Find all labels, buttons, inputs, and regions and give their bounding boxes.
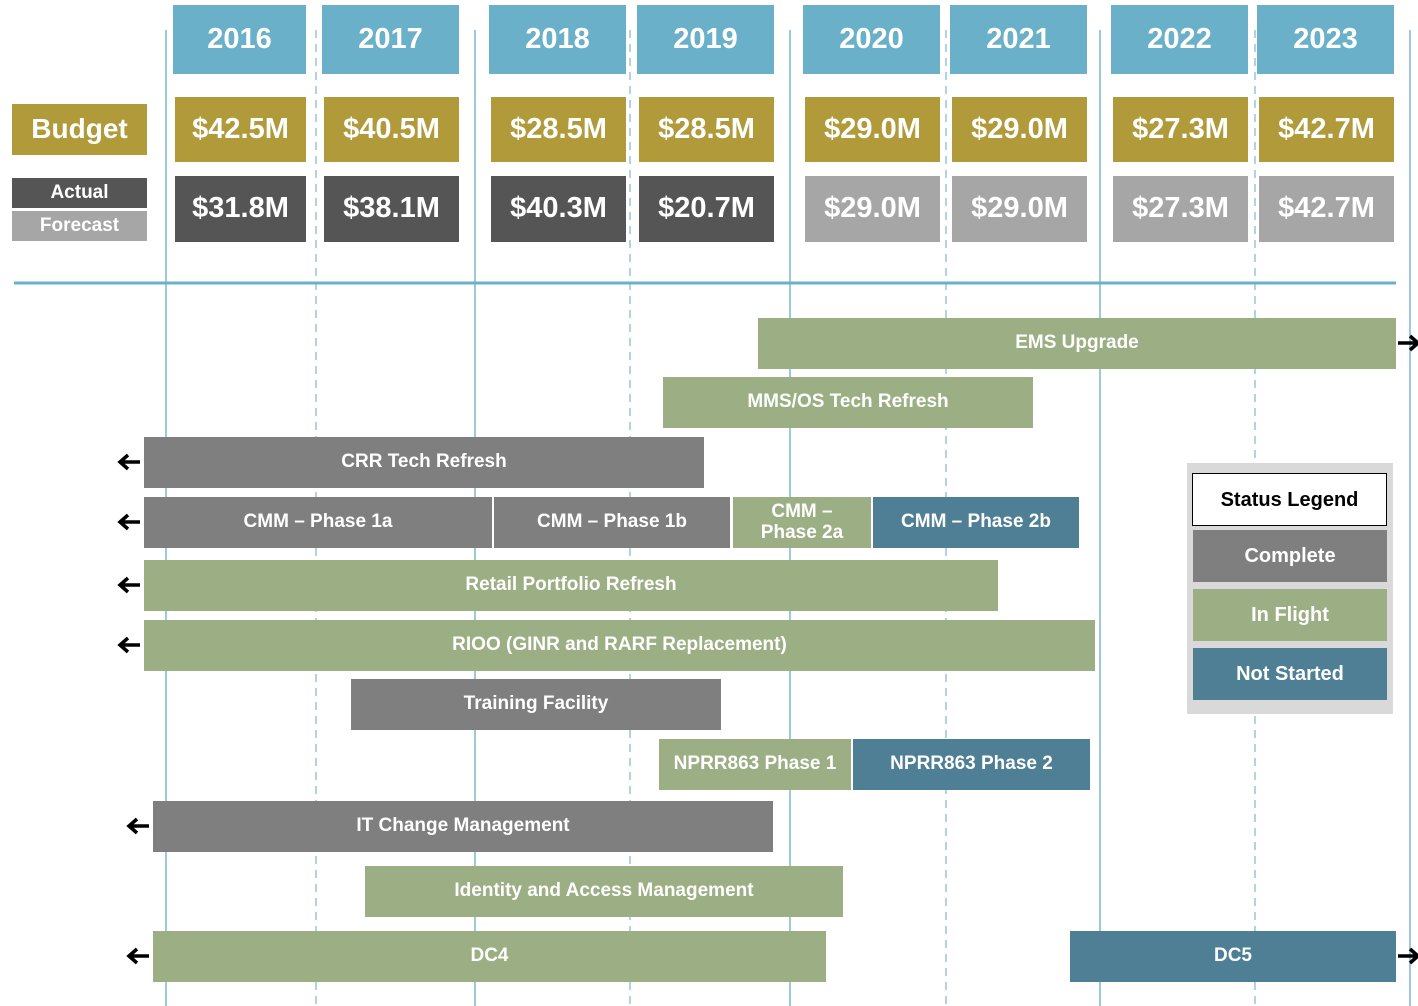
year-header: 2017 (322, 5, 459, 74)
arrow (126, 947, 149, 965)
legend-item: Not Started (1193, 648, 1387, 700)
project-bar: Identity and Access Management (365, 866, 843, 917)
actual-value: $27.3M (1113, 176, 1248, 242)
project-bar: Training Facility (351, 679, 721, 730)
budget-label: Budget (12, 104, 147, 155)
year-header: 2021 (950, 5, 1087, 74)
arrow (117, 636, 140, 654)
project-bar: NPRR863 Phase 1 (659, 739, 851, 790)
budget-value: $28.5M (639, 97, 774, 162)
year-header: 2022 (1111, 5, 1248, 74)
arrow (1398, 947, 1418, 965)
year-header: 2023 (1257, 5, 1394, 74)
forecast-label: Forecast (12, 211, 147, 241)
project-bar: RIOO (GINR and RARF Replacement) (144, 620, 1095, 671)
arrow (126, 817, 149, 835)
project-bar: NPRR863 Phase 2 (853, 739, 1090, 790)
project-bar: DC5 (1070, 931, 1396, 982)
legend-item: Complete (1193, 530, 1387, 582)
arrow (117, 453, 140, 471)
actual-value: $38.1M (324, 176, 459, 242)
actual-value: $42.7M (1259, 176, 1394, 242)
project-bar: IT Change Management (153, 801, 773, 852)
project-bar: CMM – Phase 2b (873, 497, 1079, 548)
project-bar: EMS Upgrade (758, 318, 1396, 369)
arrow (117, 576, 140, 594)
budget-value: $28.5M (491, 97, 626, 162)
arrow (117, 513, 140, 531)
budget-value: $27.3M (1113, 97, 1248, 162)
year-header: 2016 (173, 5, 306, 74)
budget-value: $40.5M (324, 97, 459, 162)
year-header: 2020 (803, 5, 940, 74)
project-bar: CRR Tech Refresh (144, 437, 704, 488)
project-bar: CMM – Phase 1b (494, 497, 730, 548)
budget-value: $29.0M (952, 97, 1087, 162)
project-bar: CMM – Phase 2a (733, 497, 871, 548)
project-bar: MMS/OS Tech Refresh (663, 377, 1033, 428)
year-header: 2019 (637, 5, 774, 74)
project-bar: DC4 (153, 931, 826, 982)
actual-label: Actual (12, 178, 147, 208)
project-bar: Retail Portfolio Refresh (144, 560, 998, 611)
project-bar: CMM – Phase 1a (144, 497, 492, 548)
budget-value: $29.0M (805, 97, 940, 162)
budget-value: $42.5M (175, 97, 306, 162)
actual-value: $31.8M (175, 176, 306, 242)
actual-value: $20.7M (639, 176, 774, 242)
year-header: 2018 (489, 5, 626, 74)
actual-value: $29.0M (805, 176, 940, 242)
legend-title: Status Legend (1192, 473, 1387, 526)
arrow (1398, 334, 1418, 352)
budget-value: $42.7M (1259, 97, 1394, 162)
actual-value: $29.0M (952, 176, 1087, 242)
legend-item: In Flight (1193, 589, 1387, 641)
actual-value: $40.3M (491, 176, 626, 242)
